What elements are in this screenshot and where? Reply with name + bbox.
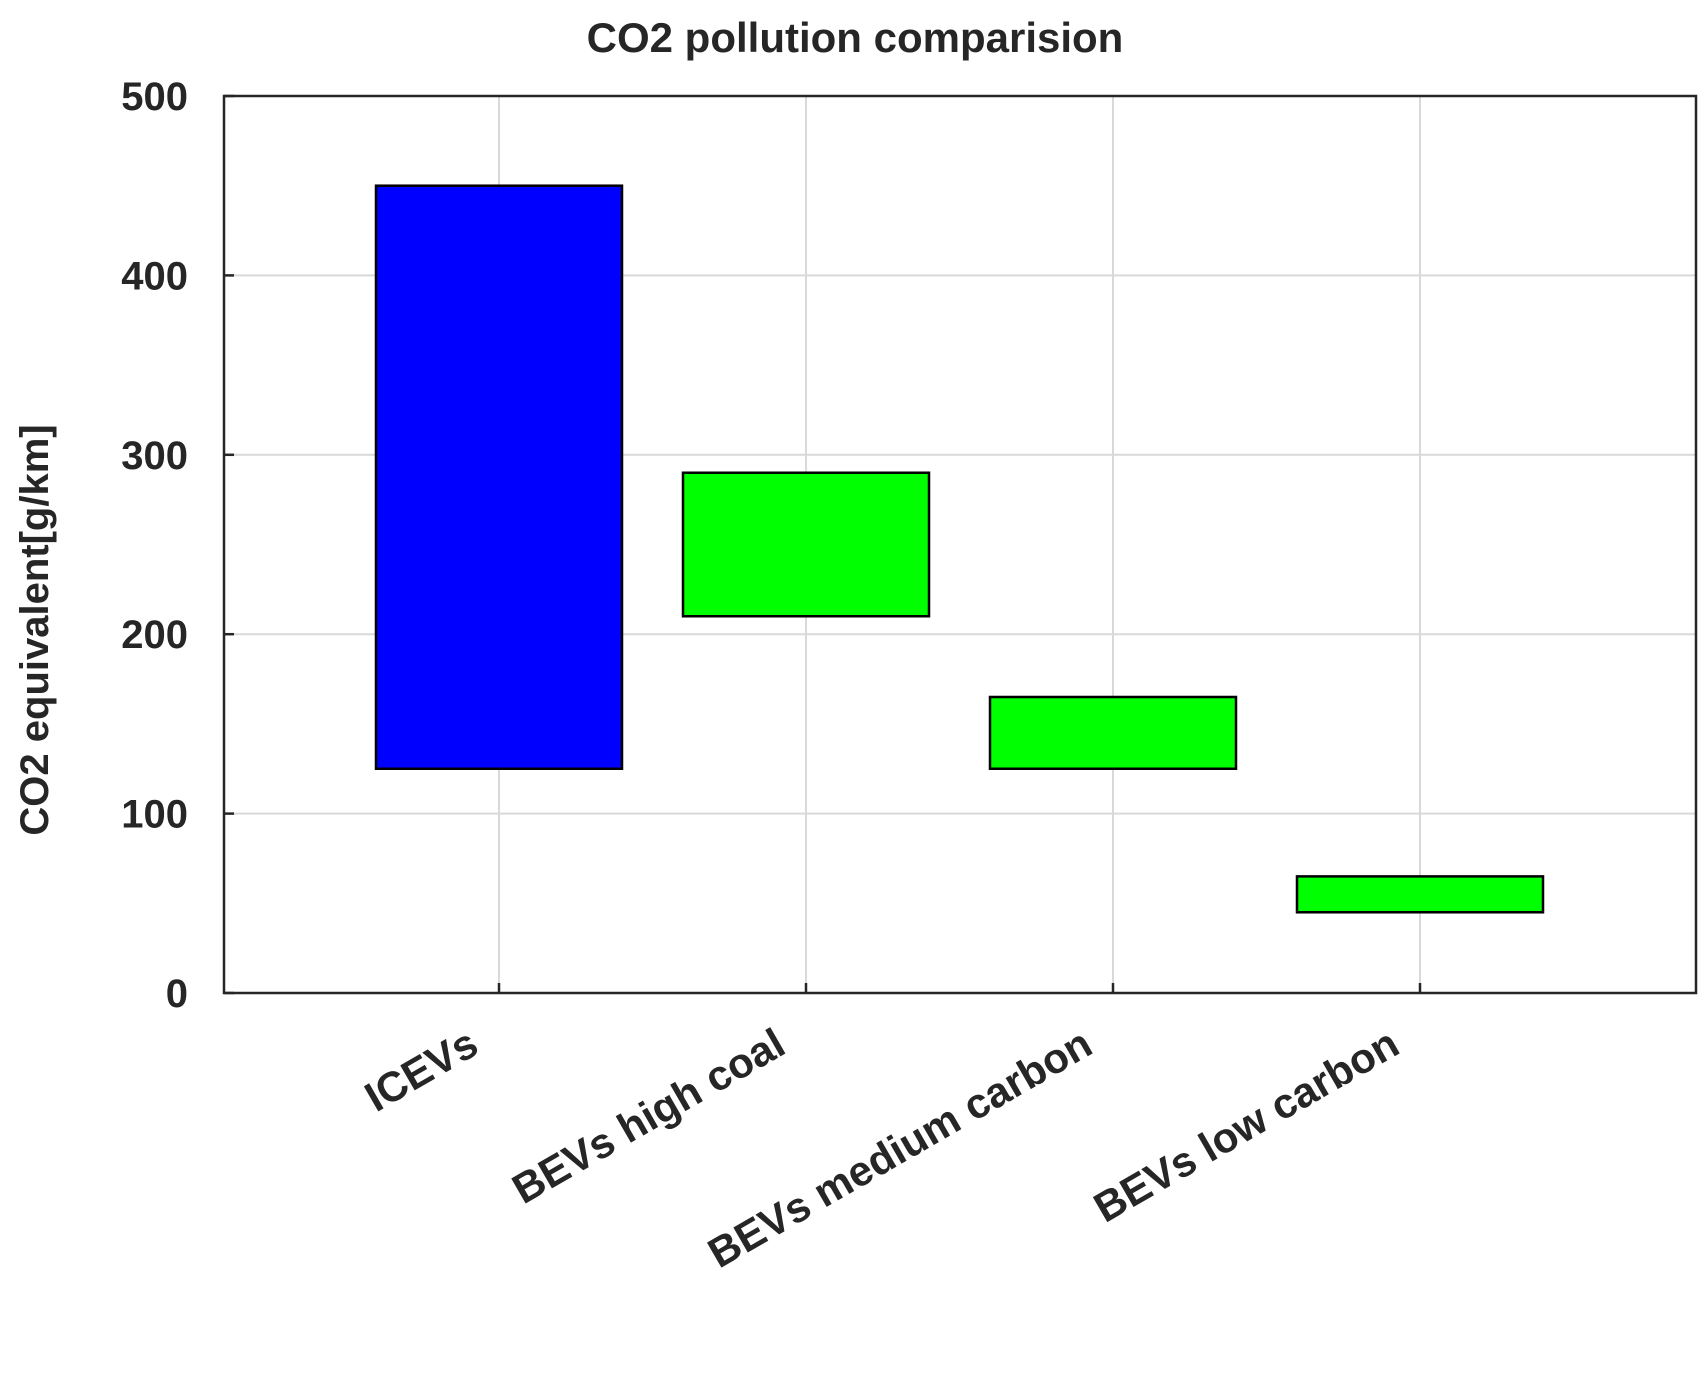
plot-frame: [222, 94, 1698, 995]
bar-bevs-high-coal: [681, 471, 931, 618]
y-tick-labels: 0 100 200 300 400 500: [121, 75, 188, 1016]
y-tick-label: 100: [121, 793, 188, 837]
y-tick-label: 400: [121, 254, 188, 298]
y-tick-label: 300: [121, 434, 188, 478]
bar-bevs-low-carbon: [1295, 875, 1545, 914]
y-tick-label: 200: [121, 613, 188, 657]
bar-bevs-medium-carbon: [988, 695, 1238, 770]
chart-title: CO2 pollution comparision: [587, 14, 1124, 61]
bar-icevs: [374, 184, 624, 770]
y-axis-label: CO2 equivalent[g/km]: [13, 424, 57, 835]
bars: [374, 184, 1545, 914]
y-tick-label: 0: [166, 972, 188, 1016]
y-tick-label: 500: [121, 75, 188, 119]
